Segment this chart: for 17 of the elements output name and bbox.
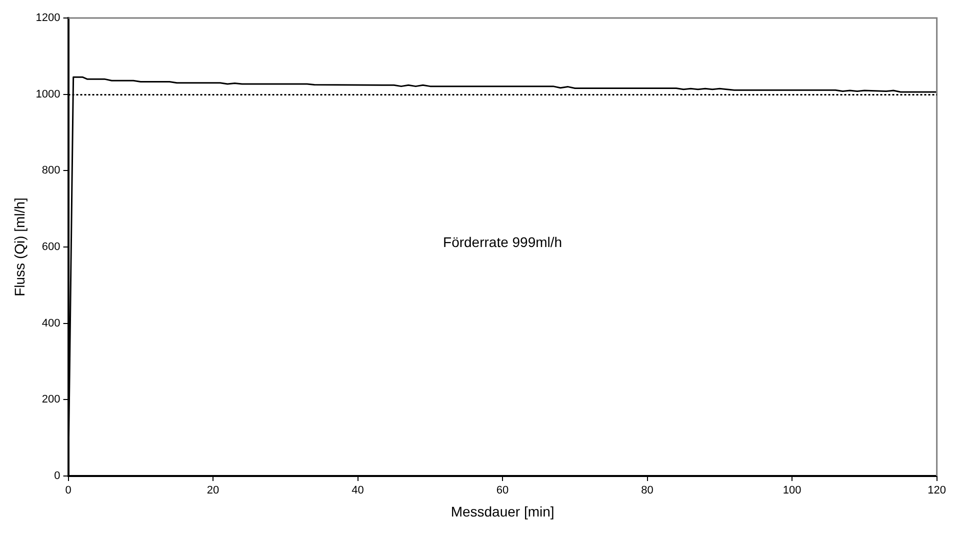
x-tick-label: 20 xyxy=(206,484,220,497)
x-axis-title: Messdauer [min] xyxy=(450,503,554,520)
x-tick-label: 120 xyxy=(928,484,946,497)
x-tick-label: 0 xyxy=(65,484,72,497)
x-tick-label: 60 xyxy=(496,484,509,497)
y-tick-label: 400 xyxy=(42,317,60,330)
y-tick-label: 600 xyxy=(42,241,60,254)
annotation: Förderrate 999ml/h xyxy=(443,234,562,250)
y-tick-label: 1000 xyxy=(36,88,60,100)
y-tick-label: 200 xyxy=(42,394,60,406)
x-tick-label: 100 xyxy=(782,484,802,497)
x-tick-label: 80 xyxy=(641,484,654,497)
y-tick-label: 0 xyxy=(54,470,60,482)
x-tick-label: 40 xyxy=(352,484,364,497)
y-axis-title: Fluss (Qi) [ml/h] xyxy=(11,198,28,296)
y-tick-label: 800 xyxy=(42,164,60,177)
y-tick-label: 1200 xyxy=(36,12,60,24)
